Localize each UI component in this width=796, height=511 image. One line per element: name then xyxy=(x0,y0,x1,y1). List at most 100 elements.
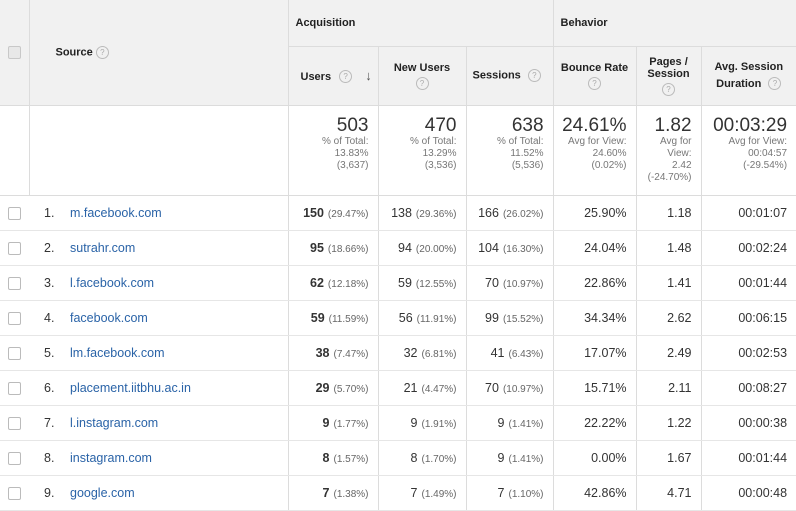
bounce-rate-value: 0.00% xyxy=(552,440,637,476)
help-icon[interactable]: ? xyxy=(662,82,676,96)
new-users-value: 7 xyxy=(410,485,418,500)
sessions-value: 9 xyxy=(497,415,505,430)
help-icon[interactable]: ? xyxy=(339,70,353,84)
sessions-percent: (16.30%) xyxy=(502,243,544,255)
row-index: 8. xyxy=(44,450,55,465)
sessions-percent: (6.43%) xyxy=(508,348,544,360)
new-users-percent: (1.91%) xyxy=(421,418,457,430)
pages-session-value: 1.18 xyxy=(635,195,702,231)
source-link[interactable]: facebook.com xyxy=(70,310,148,325)
users-percent: (5.70%) xyxy=(333,383,369,395)
row-checkbox[interactable] xyxy=(8,206,21,220)
sessions-column-header[interactable]: Sessions ? xyxy=(465,46,554,106)
sessions-value: 7 xyxy=(497,485,505,500)
sessions-percent: (1.41%) xyxy=(508,453,544,465)
users-percent: (11.59%) xyxy=(328,313,369,325)
avg-session-duration-value: 00:01:44 xyxy=(700,440,796,476)
total-bounce-rate: 24.61% Avg for View: 24.60% (0.02%) xyxy=(552,105,637,196)
sessions-value: 104 xyxy=(478,240,499,255)
row-checkbox[interactable] xyxy=(8,416,21,430)
select-all-cell xyxy=(0,0,29,106)
users-percent: (18.66%) xyxy=(327,243,369,255)
avg-session-duration-value: 00:06:15 xyxy=(700,300,796,336)
help-icon[interactable]: ? xyxy=(527,69,541,82)
bounce-rate-value: 22.86% xyxy=(552,265,637,301)
avg-session-duration-value: 00:08:27 xyxy=(700,370,796,406)
sort-descending-icon[interactable]: ↓ xyxy=(365,67,372,83)
avg-session-header-label-1: Avg. Session xyxy=(714,60,784,73)
row-checkbox[interactable] xyxy=(8,276,21,290)
row-index: 3. xyxy=(44,275,55,290)
source-link[interactable]: sutrahr.com xyxy=(70,240,136,255)
help-icon[interactable]: ? xyxy=(588,76,602,90)
pages-session-value: 2.62 xyxy=(635,300,702,336)
pages-session-value: 1.48 xyxy=(635,230,702,266)
source-link[interactable]: google.com xyxy=(70,485,135,500)
users-percent: (1.38%) xyxy=(333,488,369,500)
source-link[interactable]: placement.iitbhu.ac.in xyxy=(70,380,191,395)
pages-session-header-label-1: Pages / xyxy=(649,55,688,68)
pages-session-header-label-2: Session xyxy=(647,67,690,80)
pages-session-value: 1.22 xyxy=(635,405,702,441)
new-users-column-header[interactable]: New Users ? xyxy=(377,46,466,106)
source-header-label: Source xyxy=(55,46,93,59)
select-all-checkbox[interactable] xyxy=(7,45,21,59)
row-index: 1. xyxy=(44,205,55,220)
source-link[interactable]: instagram.com xyxy=(70,450,152,465)
sessions-value: 166 xyxy=(478,205,499,220)
source-link[interactable]: lm.facebook.com xyxy=(70,345,165,360)
users-value: 29 xyxy=(315,380,330,395)
avg-session-duration-value: 00:00:38 xyxy=(700,405,796,441)
users-value: 7 xyxy=(322,485,330,500)
row-checkbox[interactable] xyxy=(8,486,21,500)
bounce-rate-value: 15.71% xyxy=(552,370,637,406)
sessions-percent: (15.52%) xyxy=(502,313,544,325)
new-users-header-label: New Users xyxy=(393,61,451,74)
row-checkbox[interactable] xyxy=(8,311,21,325)
sessions-value: 41 xyxy=(490,345,505,360)
help-icon[interactable]: ? xyxy=(95,45,109,59)
totals-row: 503 % of Total: 13.83% (3,637) 470 % of … xyxy=(0,105,796,196)
users-value: 150 xyxy=(303,205,324,220)
avg-session-duration-value: 00:02:24 xyxy=(700,230,796,266)
bounce-rate-column-header[interactable]: Bounce Rate ? xyxy=(552,46,637,106)
sessions-value: 70 xyxy=(485,380,499,395)
pages-session-value: 2.11 xyxy=(635,370,702,406)
row-index: 7. xyxy=(44,415,55,430)
row-checkbox[interactable] xyxy=(8,451,21,465)
sessions-percent: (1.41%) xyxy=(508,418,544,430)
sessions-percent: (10.97%) xyxy=(502,278,544,290)
bounce-rate-value: 17.07% xyxy=(552,335,637,371)
new-users-value: 56 xyxy=(398,310,413,325)
row-index: 5. xyxy=(44,345,55,360)
row-index: 9. xyxy=(44,485,55,500)
bounce-rate-value: 24.04% xyxy=(552,230,637,266)
help-icon[interactable]: ? xyxy=(768,77,782,91)
sessions-value: 99 xyxy=(485,310,499,325)
source-header[interactable]: Source ? xyxy=(28,0,288,106)
sessions-percent: (10.97%) xyxy=(502,383,544,395)
help-icon[interactable]: ? xyxy=(415,76,429,90)
new-users-percent: (1.70%) xyxy=(421,453,457,465)
avg-session-duration-column-header[interactable]: Avg. Session Duration ? xyxy=(700,46,796,106)
users-value: 62 xyxy=(310,275,324,290)
total-avg-session-duration: 00:03:29 Avg for View: 00:04:57 (-29.54%… xyxy=(700,105,796,196)
sessions-header-label: Sessions xyxy=(472,69,521,82)
source-link[interactable]: m.facebook.com xyxy=(70,205,162,220)
source-link[interactable]: l.instagram.com xyxy=(70,415,159,430)
row-checkbox[interactable] xyxy=(8,346,21,360)
pages-session-value: 1.67 xyxy=(635,440,702,476)
source-link[interactable]: l.facebook.com xyxy=(70,275,155,290)
new-users-value: 9 xyxy=(410,415,418,430)
users-percent: (12.18%) xyxy=(327,278,369,290)
total-users: 503 % of Total: 13.83% (3,637) xyxy=(287,105,378,196)
pages-session-column-header[interactable]: Pages / Session ? xyxy=(635,46,702,106)
row-index: 4. xyxy=(44,310,55,325)
table-row: 5. lm.facebook.com 38 (7.47%) 32 (6.81%) 41… xyxy=(0,335,796,371)
row-checkbox[interactable] xyxy=(8,381,21,395)
sessions-percent: (1.10%) xyxy=(508,488,544,500)
sessions-percent: (26.02%) xyxy=(502,208,544,220)
users-column-header[interactable]: Users ? ↓ xyxy=(287,46,378,106)
row-checkbox[interactable] xyxy=(8,241,21,255)
users-percent: (1.77%) xyxy=(333,418,369,430)
